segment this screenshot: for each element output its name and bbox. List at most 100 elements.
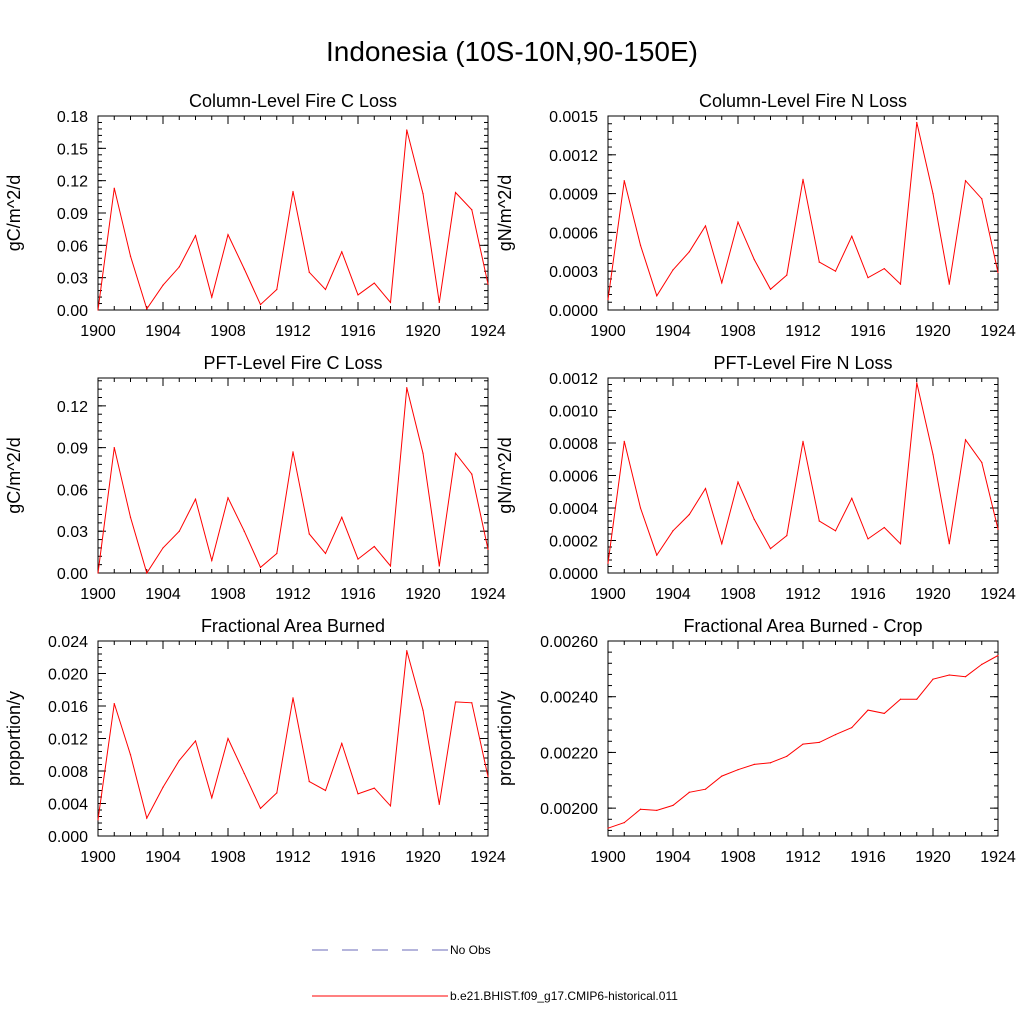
data-point bbox=[97, 819, 99, 821]
data-point bbox=[769, 762, 772, 764]
x-tick-label: 1924 bbox=[470, 586, 506, 603]
panel-title: PFT-Level Fire N Loss bbox=[713, 353, 892, 373]
y-tick-label: 0.024 bbox=[48, 634, 88, 651]
data-point bbox=[607, 562, 609, 564]
panel-title: Column-Level Fire N Loss bbox=[699, 91, 907, 111]
data-point bbox=[721, 775, 723, 777]
data-point bbox=[438, 803, 440, 805]
data-point bbox=[259, 807, 262, 809]
y-tick-label: 0.0006 bbox=[549, 469, 598, 486]
data-point bbox=[454, 191, 457, 194]
plot-frame bbox=[97, 377, 489, 574]
data-point bbox=[932, 453, 934, 455]
data-point bbox=[162, 547, 164, 549]
data-point bbox=[818, 741, 820, 744]
x-tick-label: 1904 bbox=[145, 323, 181, 340]
data-point bbox=[802, 178, 804, 180]
data-point bbox=[194, 235, 197, 237]
data-point bbox=[487, 548, 489, 550]
y-tick-label: 0.06 bbox=[57, 482, 88, 499]
x-tick-label: 1904 bbox=[655, 849, 691, 866]
data-point bbox=[243, 772, 245, 775]
data-point bbox=[357, 793, 359, 795]
panel-title: Fractional Area Burned bbox=[201, 616, 385, 636]
series-line bbox=[97, 387, 489, 575]
data-point bbox=[146, 817, 148, 819]
y-tick-label: 0.12 bbox=[57, 174, 88, 191]
y-tick-label: 0.008 bbox=[48, 764, 88, 781]
data-point bbox=[227, 737, 229, 740]
x-tick-label: 1912 bbox=[785, 323, 821, 340]
data-point bbox=[194, 740, 197, 742]
data-point bbox=[324, 789, 327, 792]
data-point bbox=[454, 701, 457, 703]
data-point bbox=[981, 198, 983, 200]
y-tick-label: 0.0004 bbox=[549, 501, 598, 518]
x-tick-label: 1908 bbox=[720, 586, 756, 603]
data-point bbox=[243, 268, 245, 270]
data-point bbox=[818, 261, 820, 263]
data-point bbox=[753, 518, 755, 520]
data-point bbox=[211, 797, 213, 799]
legend-swatch-solid bbox=[312, 995, 448, 997]
y-tick-label: 0.0010 bbox=[549, 404, 598, 421]
x-tick-label: 1920 bbox=[405, 323, 441, 340]
y-tick-label: 0.0003 bbox=[549, 264, 598, 281]
data-point bbox=[981, 663, 983, 666]
data-point bbox=[981, 461, 983, 464]
data-point bbox=[672, 804, 674, 806]
data-point bbox=[753, 258, 755, 261]
x-tick-label: 1900 bbox=[80, 586, 116, 603]
y-tick-label: 0.00260 bbox=[540, 634, 598, 651]
data-point bbox=[259, 566, 262, 569]
y-tick-label: 0.00200 bbox=[540, 801, 598, 818]
main-title: Indonesia (10S-10N,90-150E) bbox=[325, 36, 698, 67]
data-point bbox=[704, 225, 707, 227]
data-point bbox=[146, 308, 148, 310]
y-tick-label: 0.016 bbox=[48, 699, 88, 716]
data-point bbox=[769, 548, 772, 550]
data-point bbox=[883, 712, 885, 715]
y-tick-label: 0.0000 bbox=[549, 303, 598, 320]
data-point bbox=[97, 572, 99, 574]
data-point bbox=[487, 283, 489, 285]
data-point bbox=[883, 268, 885, 270]
y-tick-label: 0.00240 bbox=[540, 690, 598, 707]
data-point bbox=[964, 439, 967, 441]
data-point bbox=[227, 233, 229, 236]
data-point bbox=[341, 742, 343, 744]
data-point bbox=[178, 759, 180, 762]
data-point bbox=[997, 528, 999, 530]
panel-title: Column-Level Fire C Loss bbox=[189, 91, 397, 111]
data-point bbox=[276, 552, 278, 555]
x-tick-label: 1920 bbox=[405, 849, 441, 866]
panel-title: Fractional Area Burned - Crop bbox=[683, 616, 922, 636]
x-tick-label: 1908 bbox=[210, 586, 246, 603]
y-tick-label: 0.000 bbox=[48, 829, 88, 846]
x-tick-label: 1924 bbox=[470, 323, 506, 340]
chart-panel-1: Column-Level Fire C Loss 1900 1904 1908 1912… bbox=[4, 91, 506, 340]
data-point bbox=[867, 709, 869, 711]
series-line bbox=[97, 650, 489, 820]
chart-panel-5: Fractional Area Burned 1900 1904 1908 1912 19… bbox=[4, 616, 506, 866]
x-tick-label: 1916 bbox=[340, 323, 376, 340]
data-point bbox=[786, 755, 788, 757]
data-point bbox=[308, 533, 310, 535]
x-tick-label: 1912 bbox=[785, 586, 821, 603]
y-tick-label: 0.03 bbox=[57, 524, 88, 541]
y-tick-label: 0.0012 bbox=[549, 371, 598, 388]
data-point bbox=[721, 543, 723, 545]
data-point bbox=[406, 650, 408, 652]
y-tick-label: 0.00 bbox=[57, 303, 88, 320]
legend-item-no-obs: No Obs bbox=[312, 940, 491, 960]
data-point bbox=[916, 698, 918, 700]
data-point bbox=[406, 129, 408, 131]
data-point bbox=[341, 516, 343, 518]
data-point bbox=[607, 299, 609, 301]
chart-panel-2: Column-Level Fire N Loss 1900 1904 1908 1912… bbox=[495, 91, 1016, 340]
data-point bbox=[357, 294, 359, 296]
data-point bbox=[162, 284, 164, 286]
legend-label-no-obs: No Obs bbox=[450, 943, 491, 957]
data-point bbox=[113, 702, 115, 705]
